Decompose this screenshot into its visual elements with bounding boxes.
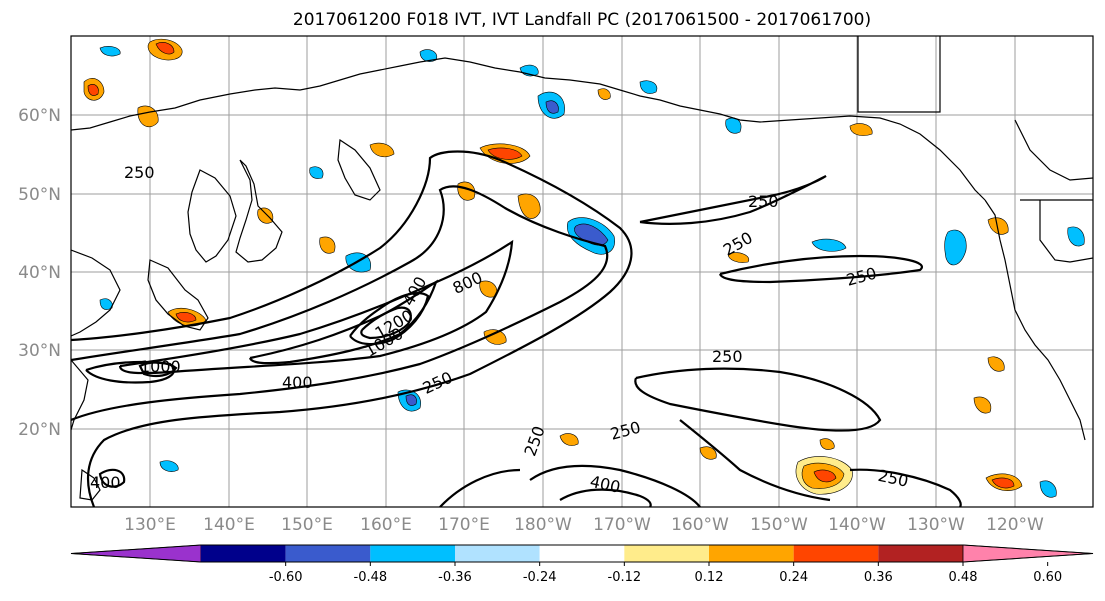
svg-text:400: 400 bbox=[282, 373, 313, 392]
colorbar-segment bbox=[624, 545, 709, 562]
lon-label: 170°E bbox=[438, 515, 490, 535]
colorbar-segment bbox=[370, 545, 455, 562]
colorbar-tick-label: 0.24 bbox=[779, 570, 808, 585]
svg-text:250: 250 bbox=[748, 192, 779, 211]
lon-label: 170°W bbox=[593, 515, 651, 535]
lat-label: 50°N bbox=[18, 185, 61, 205]
colorbar-tick-label: -0.48 bbox=[354, 570, 388, 585]
lon-label: 120°W bbox=[986, 515, 1044, 535]
colorbar-tick-label: 0.48 bbox=[949, 570, 978, 585]
colorbar-tick-label: -0.60 bbox=[269, 570, 303, 585]
lat-label: 30°N bbox=[18, 341, 61, 361]
colorbar: -0.60 -0.48 -0.36 -0.24 -0.12 0.12 0.24 0.36 0.4… bbox=[70, 544, 1094, 585]
colorbar-segment bbox=[962, 544, 1094, 563]
map-frame bbox=[70, 35, 1094, 508]
colorbar-segment bbox=[70, 544, 202, 563]
lon-label: 160°E bbox=[360, 515, 412, 535]
coastlines bbox=[71, 36, 1093, 501]
lon-label: 150°E bbox=[281, 515, 333, 535]
lon-label: 130°E bbox=[124, 515, 176, 535]
colorbar-segment bbox=[878, 545, 963, 562]
latitude-axis-labels: 60°N 50°N 40°N 30°N 20°N bbox=[18, 106, 61, 440]
colorbar-segment bbox=[793, 545, 879, 562]
lat-label: 60°N bbox=[18, 106, 61, 126]
graticule bbox=[71, 36, 1093, 507]
colorbar-segment bbox=[455, 545, 540, 562]
ivt-contours bbox=[71, 150, 962, 507]
lon-label: 140°E bbox=[203, 515, 255, 535]
lon-label: 130°W bbox=[907, 515, 965, 535]
lat-label: 40°N bbox=[18, 263, 61, 283]
svg-text:250: 250 bbox=[712, 347, 743, 366]
map-title: 2017061200 F018 IVT, IVT Landfall PC (20… bbox=[293, 10, 871, 30]
colorbar-segment bbox=[201, 545, 286, 562]
svg-text:1000: 1000 bbox=[140, 357, 181, 376]
colorbar-tick-label: 0.60 bbox=[1033, 570, 1062, 585]
colorbar-tick-label: 0.36 bbox=[864, 570, 893, 585]
longitude-axis-labels: 130°E 140°E 150°E 160°E 170°E 180°W 170°… bbox=[124, 515, 1044, 535]
colorbar-tick-label: 0.12 bbox=[695, 570, 724, 585]
map-panel: 250 250 250 250 250 250 250 250 250 800 … bbox=[71, 36, 1093, 507]
colorbar-outline bbox=[70, 544, 1094, 563]
colorbar-segment bbox=[539, 545, 625, 562]
colorbar-tick-label: -0.36 bbox=[438, 570, 472, 585]
lat-label: 20°N bbox=[18, 420, 61, 440]
colorbar-segment bbox=[285, 545, 371, 562]
lon-label: 150°W bbox=[750, 515, 808, 535]
svg-text:250: 250 bbox=[124, 163, 155, 182]
colorbar-segment bbox=[709, 545, 794, 562]
lon-label: 180°W bbox=[514, 515, 572, 535]
colorbar-tick-label: -0.24 bbox=[523, 570, 557, 585]
lon-label: 160°W bbox=[671, 515, 729, 535]
lon-label: 140°W bbox=[828, 515, 886, 535]
svg-text:400: 400 bbox=[90, 473, 121, 492]
pc-shading-patches bbox=[83, 38, 1085, 498]
colorbar-tick-label: -0.12 bbox=[608, 570, 642, 585]
